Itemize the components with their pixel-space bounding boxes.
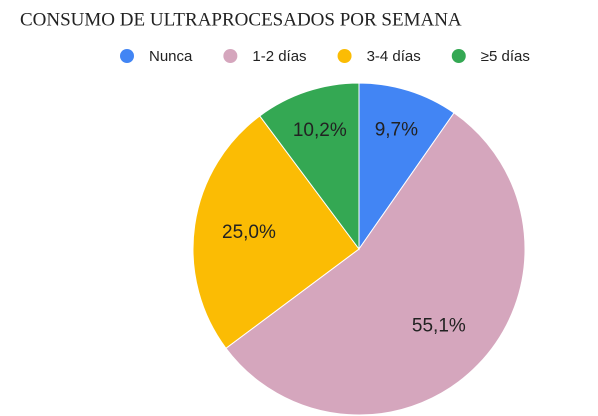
slice-label: 25,0% (222, 222, 276, 243)
chart-title: CONSUMO DE ULTRAPROCESADOS POR SEMANA (20, 9, 462, 30)
slice-label: 9,7% (375, 119, 418, 140)
pie-slice (192, 115, 360, 349)
slice-label: 10,2% (293, 120, 347, 141)
legend-label: ≥5 días (481, 48, 530, 65)
pie-slice (225, 112, 526, 416)
legend-label: 3-4 días (367, 48, 421, 65)
legend-label: 1-2 días (252, 48, 306, 65)
legend-swatch (451, 49, 466, 63)
legend-swatch (223, 49, 238, 63)
slice-label: 55,1% (412, 315, 466, 336)
legend-swatch (337, 49, 352, 63)
pie-slice (259, 82, 360, 251)
pie-slice (358, 82, 455, 251)
legend-swatch (120, 49, 134, 63)
legend-label: Nunca (149, 48, 193, 65)
